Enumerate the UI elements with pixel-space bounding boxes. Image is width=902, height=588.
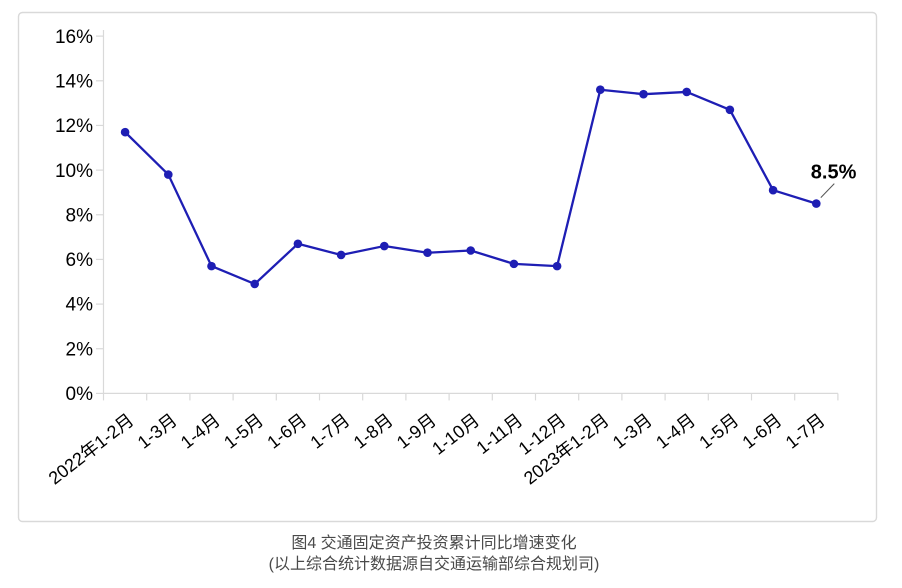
data-point [207, 261, 216, 271]
data-point [552, 261, 562, 271]
data-point [768, 185, 778, 195]
y-tick-label: 14% [55, 71, 93, 92]
y-tick-label: 8% [66, 205, 94, 226]
data-point [725, 105, 735, 115]
y-tick-label: 6% [66, 250, 94, 271]
data-point [812, 199, 821, 208]
figure-caption: 图4 交通固定资产投资累计同比增速变化 (以上综合统计数据源自交通运输部综合规划… [0, 533, 868, 575]
y-tick-label: 2% [66, 339, 94, 360]
data-point [682, 87, 691, 97]
data-point [639, 89, 648, 99]
y-tick-label: 4% [66, 295, 94, 316]
data-point [380, 241, 389, 251]
data-point [509, 259, 519, 269]
data-point [120, 127, 130, 137]
caption-source: (以上综合统计数据源自交通运输部综合规划司) [268, 556, 600, 573]
data-point [466, 246, 476, 255]
caption-title: 图4 交通固定资产投资累计同比增速变化 [291, 535, 577, 552]
y-tick-label: 12% [55, 116, 93, 137]
data-point [596, 85, 605, 95]
y-tick-label: 10% [55, 161, 93, 182]
data-point [336, 250, 346, 260]
data-point [164, 170, 173, 179]
annotation-label: 8.5% [811, 162, 857, 184]
data-point [293, 239, 303, 249]
y-tick-label: 16% [55, 27, 93, 48]
data-point [250, 279, 259, 289]
y-tick-label: 0% [66, 384, 94, 405]
line-chart: 0%2%4%6%8%10%12%14%16%2022年1-2月1-3月1-4月1… [17, 11, 878, 523]
annotation-leader-line [820, 183, 835, 198]
data-point [423, 248, 432, 258]
